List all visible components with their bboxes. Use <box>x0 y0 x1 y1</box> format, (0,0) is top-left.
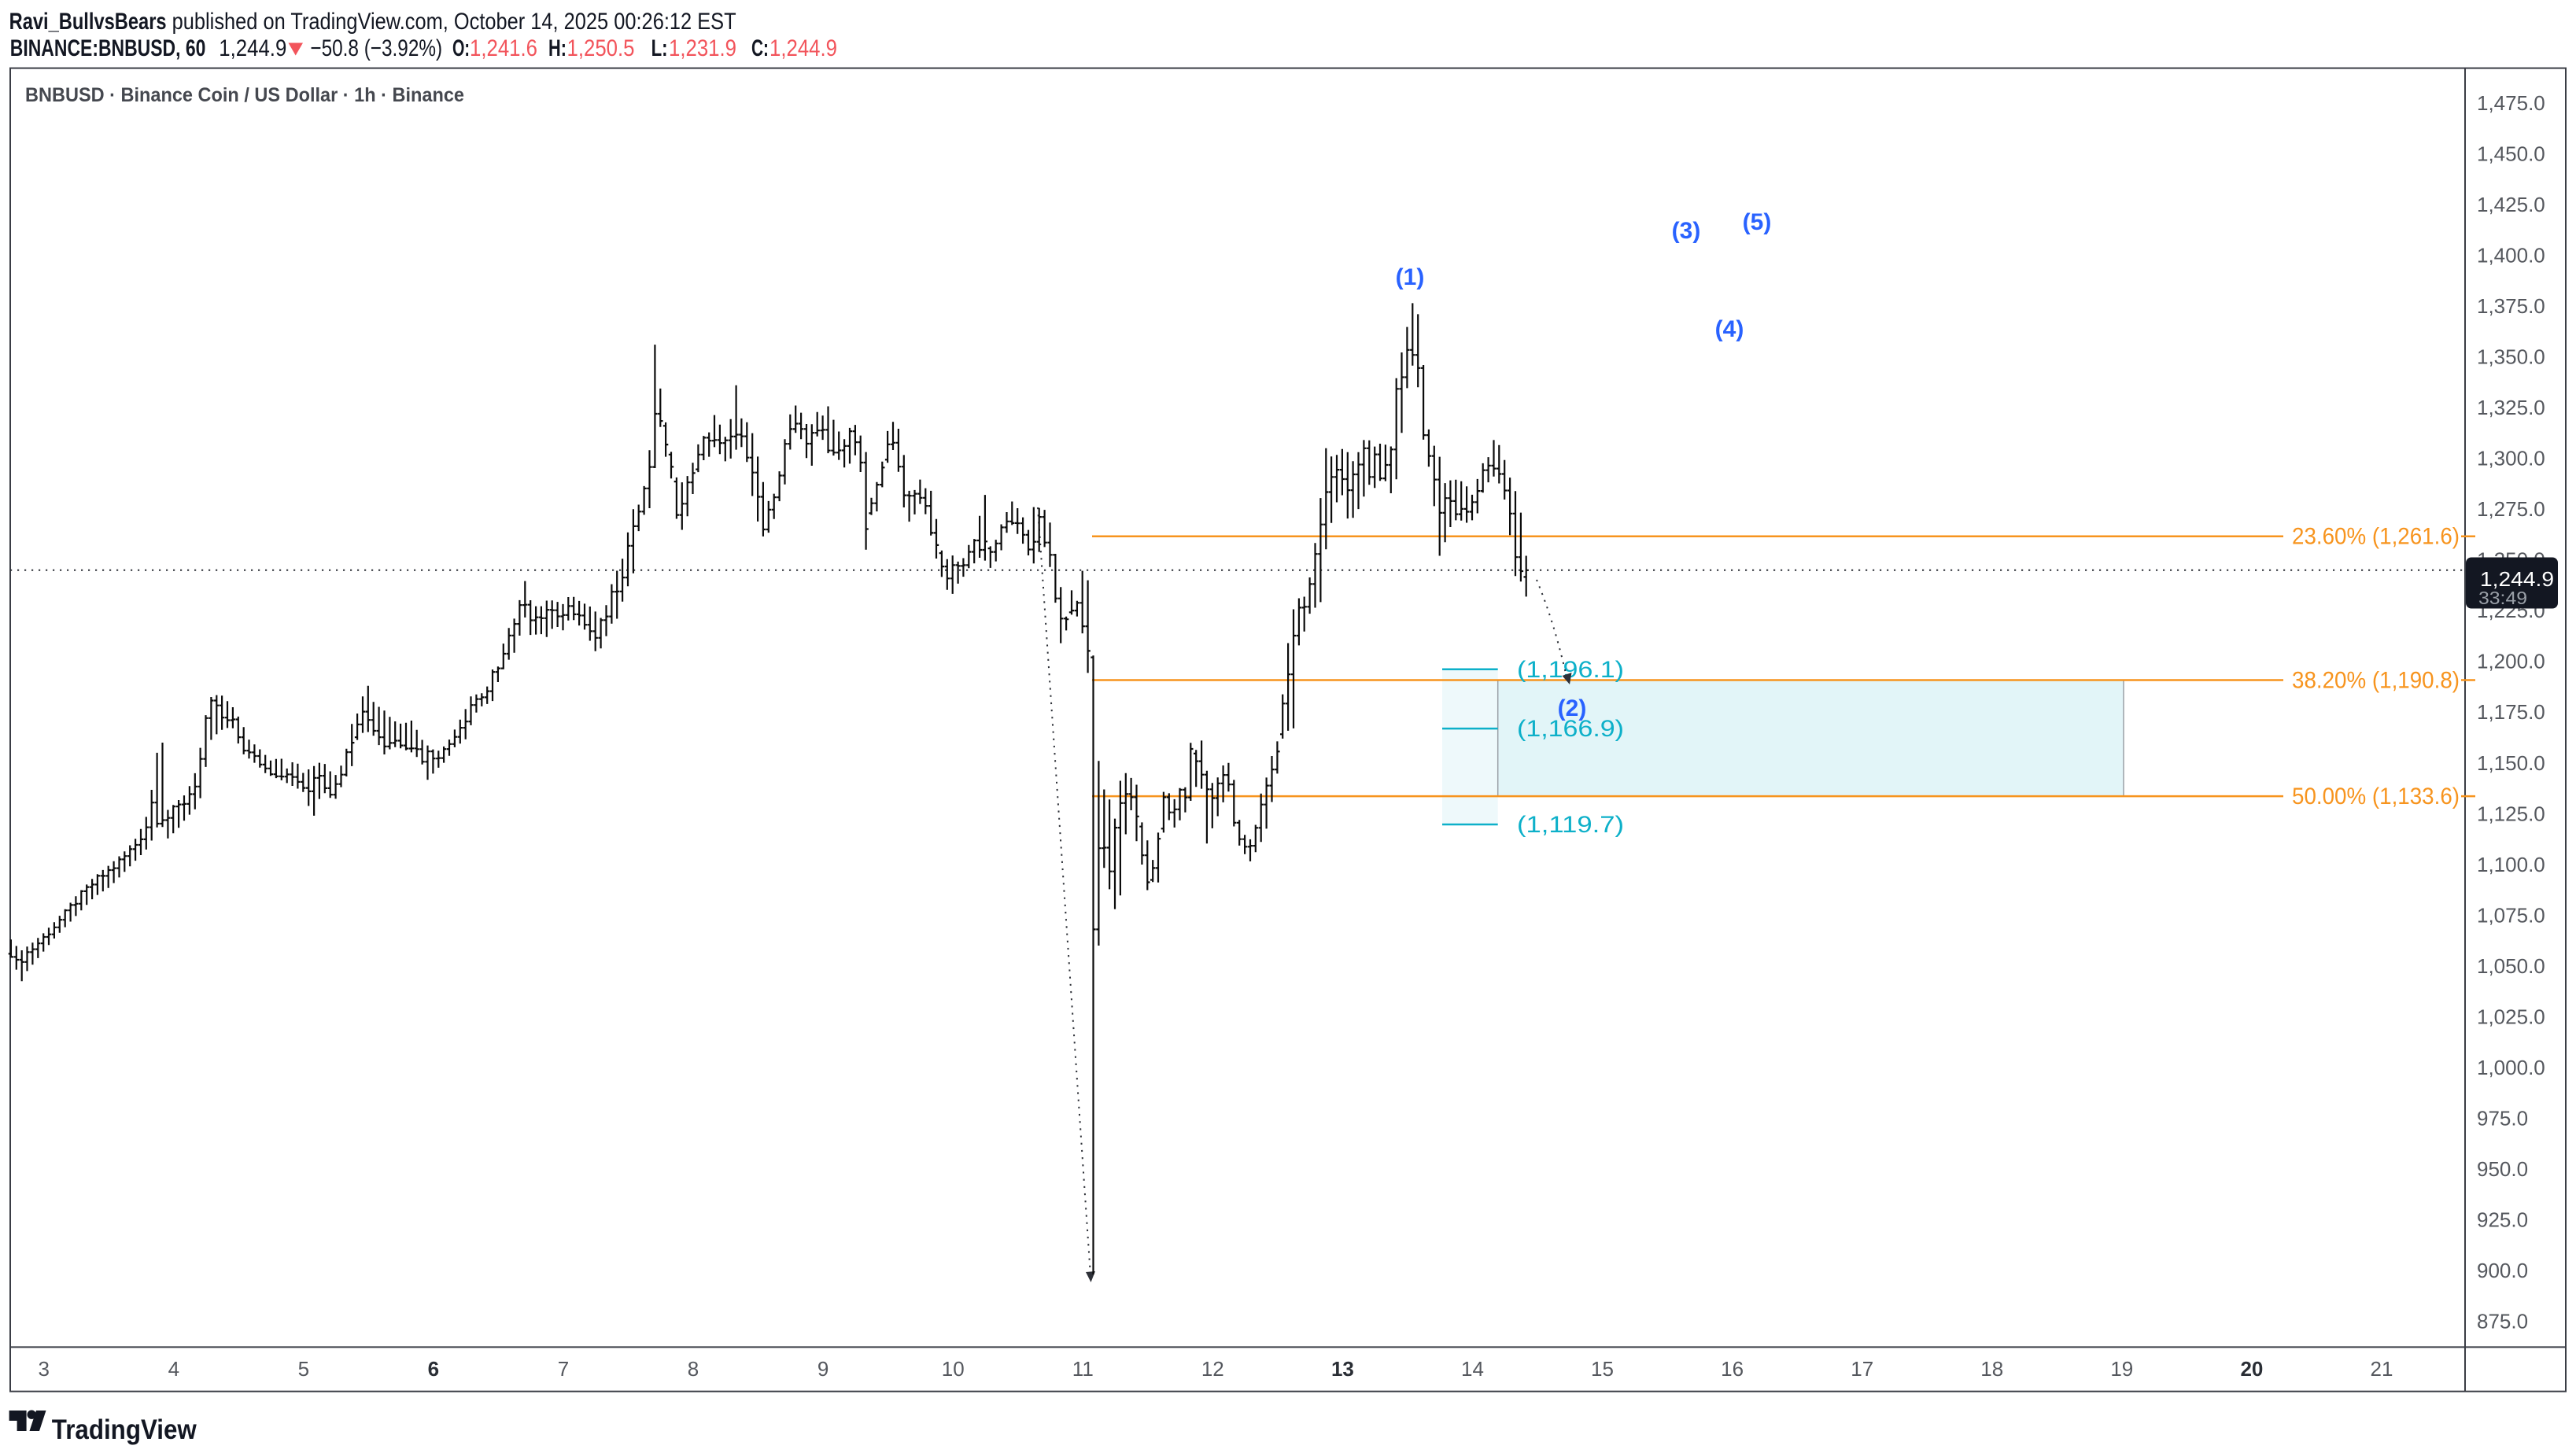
svg-text:1,175.0: 1,175.0 <box>2477 700 2545 724</box>
svg-text:1,050.0: 1,050.0 <box>2477 954 2545 978</box>
svg-text:1,475.0: 1,475.0 <box>2477 91 2545 115</box>
svg-text:7: 7 <box>558 1357 569 1381</box>
svg-text:950.0: 950.0 <box>2477 1157 2528 1181</box>
svg-text:20: 20 <box>2240 1357 2263 1381</box>
svg-text:50.00% (1,133.6): 50.00% (1,133.6) <box>2292 784 2460 809</box>
svg-text:1,100.0: 1,100.0 <box>2477 853 2545 876</box>
svg-text:TradingView: TradingView <box>52 1414 197 1445</box>
svg-text:1,000.0: 1,000.0 <box>2477 1056 2545 1079</box>
svg-text:1,325.0: 1,325.0 <box>2477 396 2545 419</box>
svg-text:10: 10 <box>942 1357 965 1381</box>
svg-text:15: 15 <box>1591 1357 1614 1381</box>
svg-text:(1,166.9): (1,166.9) <box>1517 716 1624 742</box>
svg-text:14: 14 <box>1461 1357 1484 1381</box>
svg-text:16: 16 <box>1721 1357 1744 1381</box>
svg-text:1,375.0: 1,375.0 <box>2477 294 2545 318</box>
svg-text:BINANCE:BNBUSD, 601,244.9−50.8: BINANCE:BNBUSD, 60 1,244.9 −50.8 (−3.92%) O… <box>10 35 837 61</box>
svg-text:17: 17 <box>1851 1357 1873 1381</box>
svg-text:38.20% (1,190.8): 38.20% (1,190.8) <box>2292 668 2460 694</box>
svg-text:(1): (1) <box>1396 264 1425 290</box>
svg-text:1,450.0: 1,450.0 <box>2477 142 2545 166</box>
svg-text:925.0: 925.0 <box>2477 1208 2528 1232</box>
svg-text:3: 3 <box>38 1357 49 1381</box>
svg-text:5: 5 <box>298 1357 309 1381</box>
svg-text:9: 9 <box>817 1357 829 1381</box>
svg-text:(2): (2) <box>1558 695 1587 721</box>
svg-text:975.0: 975.0 <box>2477 1106 2528 1130</box>
svg-text:12: 12 <box>1201 1357 1224 1381</box>
svg-text:(5): (5) <box>1743 209 1772 235</box>
svg-text:6: 6 <box>428 1357 439 1381</box>
svg-text:1,200.0: 1,200.0 <box>2477 650 2545 673</box>
svg-text:1,125.0: 1,125.0 <box>2477 802 2545 825</box>
svg-text:875.0: 875.0 <box>2477 1310 2528 1333</box>
svg-text:4: 4 <box>168 1357 179 1381</box>
svg-text:1,244.9: 1,244.9 <box>2480 567 2554 591</box>
svg-text:18: 18 <box>1980 1357 2003 1381</box>
svg-text:(4): (4) <box>1715 316 1744 342</box>
svg-text:1,400.0: 1,400.0 <box>2477 244 2545 267</box>
svg-text:(3): (3) <box>1672 218 1701 244</box>
svg-text:1,275.0: 1,275.0 <box>2477 497 2545 521</box>
svg-text:1,425.0: 1,425.0 <box>2477 193 2545 216</box>
svg-text:900.0: 900.0 <box>2477 1259 2528 1282</box>
svg-text:8: 8 <box>688 1357 699 1381</box>
svg-text:1,075.0: 1,075.0 <box>2477 903 2545 927</box>
svg-text:1,150.0: 1,150.0 <box>2477 751 2545 775</box>
svg-text:11: 11 <box>1072 1357 1094 1381</box>
svg-text:Ravi_BullvsBears published on: Ravi_BullvsBears published on TradingVie… <box>9 9 736 35</box>
svg-text:33:49: 33:49 <box>2478 588 2527 608</box>
svg-text:23.60% (1,261.6): 23.60% (1,261.6) <box>2292 524 2460 550</box>
svg-text:21: 21 <box>2371 1357 2393 1381</box>
svg-text:BNBUSD · Binance Coin / US Dol: BNBUSD · Binance Coin / US Dollar · 1h ·… <box>25 84 464 106</box>
svg-text:(1,119.7): (1,119.7) <box>1517 812 1624 838</box>
svg-text:1,025.0: 1,025.0 <box>2477 1005 2545 1028</box>
svg-text:19: 19 <box>2110 1357 2133 1381</box>
svg-text:1,300.0: 1,300.0 <box>2477 447 2545 470</box>
svg-text:1,350.0: 1,350.0 <box>2477 345 2545 369</box>
svg-text:13: 13 <box>1331 1357 1354 1381</box>
